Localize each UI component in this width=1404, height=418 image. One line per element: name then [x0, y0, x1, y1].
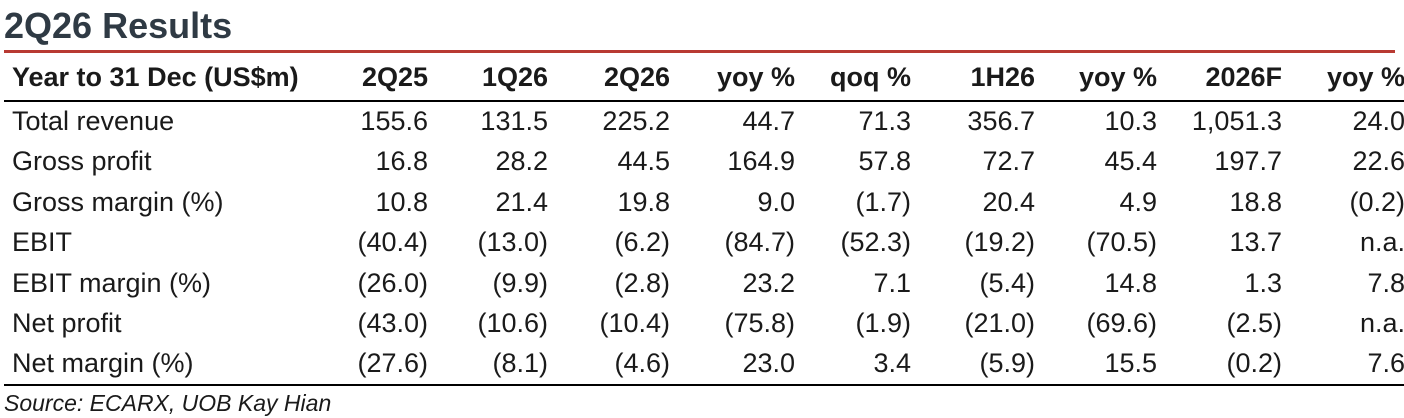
row-label: Gross profit	[12, 146, 152, 177]
table-cell: (5.9)	[921, 344, 1045, 386]
table-row: EBIT margin (%) (26.0) (9.9) (2.8) 23.2 …	[4, 263, 1404, 304]
table-cell: 197.7	[1214, 146, 1282, 177]
table-cell: 18.8	[1229, 186, 1282, 217]
table-header-row: Year to 31 Dec (US$m) 2Q25 1Q26 2Q26 yoy…	[4, 54, 1404, 102]
table-cell: 131.5	[480, 106, 548, 137]
table-cell: 9.0	[757, 186, 795, 217]
table-cell: (1.9)	[855, 308, 911, 339]
table-cell: (40.4)	[357, 227, 428, 258]
table-row: Total revenue 155.6 131.5 225.2 44.7 71.…	[4, 101, 1404, 142]
table-cell: (52.3)	[840, 227, 911, 258]
table-cell: 10.3	[1104, 106, 1157, 137]
table-cell: (10.4)	[599, 308, 670, 339]
table-cell: 22.6	[1352, 146, 1404, 177]
column-header: 1Q26	[438, 54, 558, 102]
table-cell: (69.6)	[1086, 308, 1157, 339]
table-cell: (4.6)	[558, 344, 680, 386]
table-cell: 16.8	[375, 146, 428, 177]
table-cell: (43.0)	[357, 308, 428, 339]
table-cell: 356.7	[967, 106, 1035, 137]
column-header: qoq %	[805, 54, 921, 102]
table-cell: (1.7)	[855, 186, 911, 217]
table-cell: 7.6	[1292, 344, 1404, 386]
table-cell: 24.0	[1352, 106, 1404, 137]
column-header: yoy %	[1292, 54, 1404, 102]
table-cell: (26.0)	[357, 267, 428, 298]
table-cell: (13.0)	[477, 227, 548, 258]
table-cell: (0.2)	[1167, 344, 1292, 386]
table-cell: (0.2)	[1349, 186, 1404, 217]
row-label: EBIT margin (%)	[12, 267, 212, 298]
column-header: 2Q26	[558, 54, 680, 102]
table-cell: 10.8	[375, 186, 428, 217]
table-cell: 155.6	[360, 106, 428, 137]
source-note: Source: ECARX, UOB Kay Hian	[4, 390, 332, 416]
table-cell: (75.8)	[724, 308, 795, 339]
column-header: yoy %	[680, 54, 805, 102]
table-cell: 14.8	[1104, 267, 1157, 298]
table-cell: 44.5	[617, 146, 670, 177]
table-cell: 28.2	[495, 146, 548, 177]
table-cell: n.a.	[1359, 227, 1404, 258]
table-cell: 15.5	[1045, 344, 1167, 386]
table-cell: 45.4	[1104, 146, 1157, 177]
table-cell: (19.2)	[964, 227, 1035, 258]
column-header: 1H26	[921, 54, 1045, 102]
table-cell: 1.3	[1244, 267, 1282, 298]
table-cell: 13.7	[1229, 227, 1282, 258]
table-cell: (27.6)	[304, 344, 438, 386]
column-header: 2Q25	[304, 54, 438, 102]
table-cell: 7.1	[873, 267, 911, 298]
results-table: Year to 31 Dec (US$m) 2Q25 1Q26 2Q26 yoy…	[4, 54, 1404, 386]
table-cell: (21.0)	[964, 308, 1035, 339]
row-label: Net margin (%)	[4, 344, 304, 386]
table-row: Net margin (%) (27.6) (8.1) (4.6) 23.0 3…	[4, 344, 1404, 386]
title-divider	[4, 50, 1395, 53]
table-cell: (8.1)	[438, 344, 558, 386]
page-title: 2Q26 Results	[4, 5, 233, 46]
table-cell: (2.5)	[1226, 308, 1282, 339]
table-cell: 1,051.3	[1191, 106, 1282, 137]
table-cell: (6.2)	[614, 227, 670, 258]
table-cell: 4.9	[1119, 186, 1157, 217]
table-cell: 23.0	[680, 344, 805, 386]
table-cell: 3.4	[805, 344, 921, 386]
table-row: EBIT (40.4) (13.0) (6.2) (84.7) (52.3) (…	[4, 223, 1404, 264]
table-cell: 19.8	[617, 186, 670, 217]
table-row: Net profit (43.0) (10.6) (10.4) (75.8) (…	[4, 304, 1404, 345]
row-label: Gross margin (%)	[12, 186, 224, 217]
row-label: EBIT	[12, 227, 73, 258]
table-row: Gross margin (%) 10.8 21.4 19.8 9.0 (1.7…	[4, 182, 1404, 223]
table-cell: (2.8)	[614, 267, 670, 298]
table-cell: 225.2	[602, 106, 670, 137]
table-cell: 71.3	[858, 106, 911, 137]
table-cell: (84.7)	[724, 227, 795, 258]
table-cell: 164.9	[727, 146, 795, 177]
row-label: Total revenue	[12, 106, 175, 137]
table-cell: 20.4	[982, 186, 1035, 217]
table-cell: 23.2	[742, 267, 795, 298]
table-cell: (9.9)	[492, 267, 548, 298]
table-cell: 57.8	[858, 146, 911, 177]
table-cell: (70.5)	[1086, 227, 1157, 258]
column-header: Year to 31 Dec (US$m)	[4, 54, 304, 102]
row-label: Net profit	[12, 308, 122, 339]
table-row: Gross profit 16.8 28.2 44.5 164.9 57.8 7…	[4, 142, 1404, 183]
table-cell: 44.7	[742, 106, 795, 137]
table-cell: 7.8	[1367, 267, 1404, 298]
table-cell: 72.7	[982, 146, 1035, 177]
column-header: 2026F	[1167, 54, 1292, 102]
table-cell: 21.4	[495, 186, 548, 217]
table-cell: n.a.	[1359, 308, 1404, 339]
table-cell: (10.6)	[477, 308, 548, 339]
column-header: yoy %	[1045, 54, 1167, 102]
table-cell: (5.4)	[979, 267, 1035, 298]
